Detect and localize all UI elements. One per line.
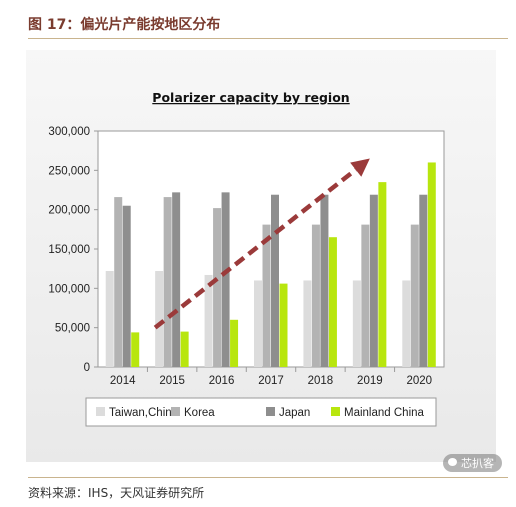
x-tick-label: 2015: [159, 375, 185, 387]
y-tick-label: 100,000: [48, 283, 90, 295]
x-axis: 2014 2015 2016 2017 2018 2019 2020: [110, 367, 432, 387]
bar: [352, 280, 361, 367]
y-tick-label: 300,000: [48, 126, 90, 138]
legend-swatch: [96, 407, 105, 416]
bar: [105, 271, 114, 367]
bar: [320, 194, 329, 367]
legend-label: Mainland China: [344, 407, 425, 419]
bar: [410, 224, 419, 367]
chart-title: Polarizer capacity by region: [152, 90, 349, 105]
legend-label: Korea: [184, 407, 215, 419]
bar: [279, 283, 288, 367]
legend-box: [85, 397, 437, 427]
figure-header: 图 17：偏光片产能按地区分布: [28, 17, 221, 33]
bar: [230, 319, 239, 367]
x-tick-label: 2019: [357, 375, 383, 387]
bar: [402, 280, 411, 367]
watermark-badge: 芯扒客: [443, 454, 502, 472]
bar: [204, 274, 213, 367]
legend: Taiwan,China Korea Japan Mainland China: [96, 407, 425, 419]
bar: [180, 331, 189, 367]
bar: [303, 280, 312, 367]
trend-arrow-shaft: [153, 167, 358, 330]
x-tick-label: 2018: [308, 375, 334, 387]
y-tick-label: 200,000: [48, 205, 90, 217]
legend-swatch: [171, 407, 180, 416]
source-note: 资料来源：IHS，天风证券研究所: [28, 486, 205, 500]
bar: [328, 237, 337, 367]
legend-swatch: [266, 407, 275, 416]
bar: [254, 280, 262, 367]
legend-swatch: [331, 407, 340, 416]
bar: [311, 224, 320, 367]
bar: [221, 192, 230, 367]
x-tick-label: 2017: [258, 375, 284, 387]
trend-arrow: [153, 158, 370, 330]
y-tick-label: 150,000: [48, 244, 90, 256]
bars: [105, 162, 436, 367]
bar: [271, 194, 279, 367]
y-axis: 0 50,000 100,000 150,000 200,000 250,000 300,0…: [48, 126, 98, 374]
x-tick-label: 2020: [406, 375, 432, 387]
legend-label: Japan: [279, 407, 310, 419]
bar: [427, 162, 436, 367]
bar: [122, 205, 131, 367]
header-divider: [28, 38, 508, 39]
bar: [131, 332, 140, 367]
bar: [155, 271, 164, 367]
bar: [378, 182, 387, 367]
bar: [262, 224, 271, 367]
bar: [369, 194, 378, 367]
x-tick-label: 2016: [209, 375, 235, 387]
bar: [419, 194, 428, 367]
y-tick-label: 0: [84, 362, 90, 374]
bar: [172, 192, 181, 367]
bar: [163, 197, 172, 367]
source-divider: [28, 477, 508, 478]
legend-label: Taiwan,China: [109, 407, 179, 419]
bar: [213, 208, 222, 367]
bar: [361, 224, 370, 367]
trend-arrow-head: [350, 158, 370, 177]
y-tick-label: 250,000: [48, 165, 90, 177]
y-tick-label: 50,000: [55, 323, 90, 335]
x-tick-label: 2014: [110, 375, 136, 387]
bar: [114, 197, 123, 367]
